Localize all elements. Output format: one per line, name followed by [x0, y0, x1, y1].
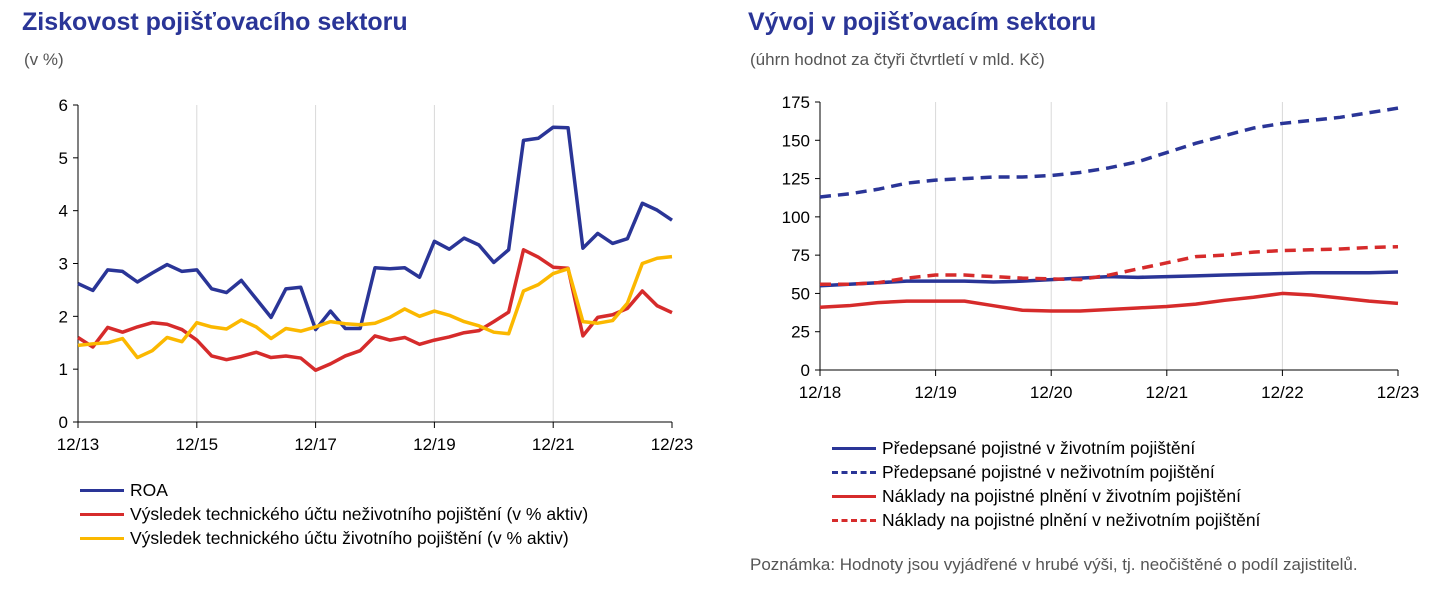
right-legend-item: Náklady na pojistné plnění v neživotním …: [832, 508, 1260, 532]
left-x-tick-label: 12/17: [294, 435, 337, 454]
right-x-tick-label: 12/22: [1261, 383, 1304, 402]
left-y-tick-label: 2: [59, 307, 68, 326]
left-legend-item: Výsledek technického účtu životního poji…: [80, 526, 588, 550]
right-legend-item: Předepsané pojistné v životním pojištění: [832, 436, 1260, 460]
right-legend-swatch: [832, 494, 876, 498]
right-chart-panel: Vývoj v pojišťovacím sektoru (úhrn hodno…: [740, 0, 1436, 606]
right-x-tick-label: 12/23: [1377, 383, 1420, 402]
left-y-tick-label: 3: [59, 255, 68, 274]
right-series-line-3: [820, 244, 1399, 286]
left-y-tick-label: 4: [59, 202, 68, 221]
right-series-line-2: [819, 291, 1399, 313]
right-x-tick-label: 12/18: [799, 383, 842, 402]
right-series-line-1: [819, 106, 1399, 199]
left-y-tick-label: 6: [59, 96, 68, 115]
left-x-tick-label: 12/23: [651, 435, 694, 454]
right-y-tick-label: 0: [801, 361, 810, 380]
right-legend-label: Předepsané pojistné v neživotním pojiště…: [882, 461, 1215, 482]
left-series-line-2: [77, 254, 673, 360]
left-x-tick-label: 12/15: [176, 435, 219, 454]
left-chart-subtitle: (v %): [24, 50, 64, 69]
right-legend-swatch: [832, 470, 876, 474]
right-legend-swatch: [832, 518, 876, 522]
right-legend-label: Náklady na pojistné plnění v životním po…: [882, 485, 1241, 506]
right-legend-swatch: [832, 446, 876, 450]
left-legend-swatch: [80, 512, 124, 516]
left-y-tick-label: 0: [59, 413, 68, 432]
right-chart-subtitle: (úhrn hodnot za čtyři čtvrtletí v mld. K…: [750, 50, 1045, 69]
left-y-tick-label: 5: [59, 149, 68, 168]
right-legend-item: Předepsané pojistné v neživotním pojiště…: [832, 460, 1260, 484]
left-legend-item: ROA: [80, 478, 588, 502]
right-chart-legend: Předepsané pojistné v životním pojištění…: [832, 436, 1260, 532]
left-legend-item: Výsledek technického účtu neživotního po…: [80, 502, 588, 526]
right-y-tick-label: 50: [791, 284, 810, 303]
right-y-tick-label: 75: [791, 246, 810, 265]
right-y-tick-label: 175: [782, 93, 810, 112]
right-y-tick-label: 100: [782, 208, 810, 227]
left-chart-title: Ziskovost pojišťovacího sektoru: [22, 8, 408, 36]
left-series-line-0: [77, 125, 673, 332]
right-x-tick-label: 12/21: [1146, 383, 1189, 402]
right-legend-label: Náklady na pojistné plnění v neživotním …: [882, 509, 1261, 530]
right-x-tick-label: 12/19: [914, 383, 957, 402]
left-chart-legend: ROA Výsledek technického účtu neživotního…: [80, 478, 588, 550]
left-x-tick-label: 12/21: [532, 435, 575, 454]
right-chart-plot: 12/18 12/19 12/20 12/21 12/22 12/23 0 25 50 75 100…: [782, 93, 1420, 402]
right-x-tick-label: 12/20: [1030, 383, 1073, 402]
left-x-tick-label: 12/19: [413, 435, 456, 454]
left-chart-panel: Ziskovost pojišťovacího sektoru (v %) 12…: [0, 0, 700, 606]
left-chart-plot: 12/13 12/15 12/17 12/19 12/21 12/23 0 1 2 3 4 5 6: [57, 96, 694, 454]
right-y-tick-label: 150: [782, 131, 810, 150]
left-legend-label: ROA: [130, 479, 168, 500]
left-x-tick-label: 12/13: [57, 435, 100, 454]
right-legend-item: Náklady na pojistné plnění v životním po…: [832, 484, 1260, 508]
right-chart-title: Vývoj v pojišťovacím sektoru: [748, 8, 1097, 36]
right-y-tick-label: 25: [791, 323, 810, 342]
right-y-tick-label: 125: [782, 170, 810, 189]
left-legend-label: Výsledek technického účtu neživotního po…: [130, 503, 589, 524]
left-legend-swatch: [80, 488, 124, 492]
right-legend-label: Předepsané pojistné v životním pojištění: [882, 437, 1196, 458]
left-y-tick-label: 1: [59, 360, 68, 379]
left-legend-label: Výsledek technického účtu životního poji…: [130, 527, 569, 548]
chart-note: Poznámka: Hodnoty jsou vyjádřené v hrubé…: [750, 555, 1358, 574]
left-legend-swatch: [80, 536, 124, 540]
